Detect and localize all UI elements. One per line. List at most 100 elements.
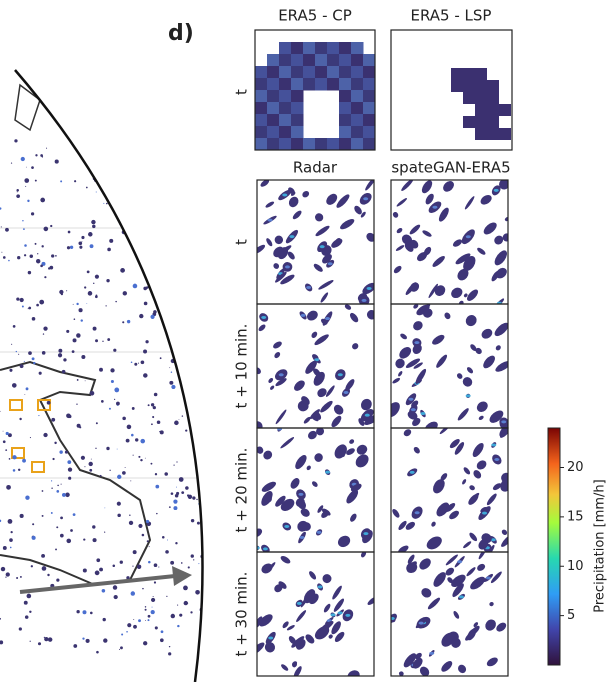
rain-cell	[325, 385, 335, 397]
rain-speck	[16, 297, 20, 301]
rain-speck	[116, 401, 120, 406]
rain-speck	[183, 165, 186, 168]
cp-cell	[351, 66, 364, 79]
rain-cell	[401, 234, 413, 245]
rain-speck	[95, 339, 99, 343]
lsp-cell	[475, 128, 511, 140]
rain-speck	[178, 295, 183, 301]
rain-speck	[16, 577, 19, 580]
rain-speck	[11, 383, 17, 388]
rain-core	[284, 524, 290, 528]
rain-speck	[180, 161, 185, 166]
rain-cell	[464, 196, 475, 210]
cp-cell	[351, 114, 364, 127]
rain-cell	[392, 211, 399, 218]
rain-speck	[198, 423, 203, 427]
rain-core	[337, 373, 343, 377]
rain-cell	[410, 282, 420, 292]
rain-speck	[199, 159, 201, 161]
rain-cell	[360, 398, 372, 411]
rain-cell	[257, 244, 266, 254]
rain-cell	[499, 180, 508, 190]
rain-speck	[80, 455, 85, 460]
rain-speck	[195, 344, 200, 349]
rain-cell	[422, 230, 432, 237]
rain-cell	[277, 247, 289, 260]
rain-cell	[263, 450, 273, 460]
rain-speck	[96, 650, 99, 654]
rain-speck	[114, 387, 120, 393]
rain-cell	[427, 597, 441, 610]
rain-speck	[34, 179, 37, 182]
rain-cell	[457, 268, 469, 281]
rain-speck	[44, 636, 49, 642]
rain-cell	[454, 442, 465, 455]
rain-speck	[40, 197, 46, 203]
rain-speck	[68, 476, 72, 480]
rain-cell	[306, 465, 311, 471]
rain-speck	[126, 576, 130, 580]
precip-field	[391, 304, 508, 428]
colorbar-tick-label: 20	[567, 460, 584, 475]
rain-cell	[295, 455, 307, 470]
cp-cell	[327, 66, 340, 79]
rain-speck	[132, 550, 137, 555]
rain-core	[494, 457, 500, 461]
rain-cell	[407, 554, 415, 564]
rain-cell	[487, 544, 495, 552]
rain-speck	[140, 458, 143, 462]
rain-speck	[73, 318, 76, 321]
rain-speck	[207, 581, 208, 582]
rain-speck	[2, 546, 7, 550]
rain-speck	[179, 222, 184, 227]
cp-cell	[363, 66, 376, 79]
rain-cell	[313, 368, 321, 377]
cp-cell	[291, 66, 304, 79]
rain-speck	[17, 256, 21, 260]
rain-cell	[287, 251, 295, 260]
rain-speck	[130, 591, 136, 596]
rain-core	[458, 595, 464, 599]
rain-speck	[176, 217, 182, 222]
rain-speck	[126, 631, 128, 633]
rain-core	[289, 235, 295, 239]
rain-speck	[150, 597, 156, 603]
cp-cell	[303, 78, 316, 91]
rain-speck	[183, 600, 188, 606]
rain-speck	[117, 474, 122, 480]
rain-speck	[15, 350, 18, 353]
cp-cell	[363, 138, 376, 151]
rain-cell	[275, 378, 287, 387]
rain-cell	[294, 380, 305, 391]
rain-cell	[414, 652, 422, 660]
rain-cell	[303, 416, 311, 424]
cp-cell	[291, 138, 304, 151]
rain-cell	[314, 626, 330, 640]
cp-cell	[279, 54, 292, 67]
rain-speck	[102, 617, 106, 622]
rain-speck	[143, 373, 148, 378]
rain-speck	[112, 564, 116, 568]
rain-speck	[150, 219, 152, 222]
rain-speck	[41, 514, 44, 517]
rain-cell	[257, 367, 261, 375]
rain-cell	[328, 634, 333, 639]
rain-speck	[66, 246, 71, 250]
rain-cell	[274, 235, 284, 245]
rain-speck	[5, 576, 7, 578]
rain-cell	[275, 409, 287, 425]
rain-speck	[205, 578, 207, 580]
rain-speck	[180, 562, 183, 564]
rain-cell	[476, 401, 488, 412]
rain-cell	[492, 483, 502, 491]
rain-cell	[392, 377, 401, 384]
rain-speck	[8, 259, 10, 262]
rain-speck	[96, 558, 101, 563]
rain-speck	[43, 226, 49, 232]
rain-cell	[302, 190, 310, 198]
rain-speck	[103, 168, 105, 170]
rain-speck	[204, 353, 207, 356]
rain-speck	[76, 333, 81, 338]
rain-speck	[63, 358, 67, 362]
cp-cell	[339, 66, 352, 79]
